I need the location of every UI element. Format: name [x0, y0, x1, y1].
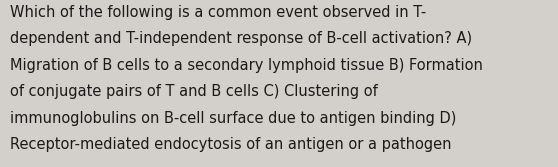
- Text: of conjugate pairs of T and B cells C) Clustering of: of conjugate pairs of T and B cells C) C…: [10, 84, 378, 99]
- Text: immunoglobulins on B-cell surface due to antigen binding D): immunoglobulins on B-cell surface due to…: [10, 111, 456, 126]
- Text: Receptor-mediated endocytosis of an antigen or a pathogen: Receptor-mediated endocytosis of an anti…: [10, 137, 451, 152]
- Text: Migration of B cells to a secondary lymphoid tissue B) Formation: Migration of B cells to a secondary lymp…: [10, 58, 483, 73]
- Text: dependent and T-independent response of B-cell activation? A): dependent and T-independent response of …: [10, 31, 472, 46]
- Text: Which of the following is a common event observed in T-: Which of the following is a common event…: [10, 5, 426, 20]
